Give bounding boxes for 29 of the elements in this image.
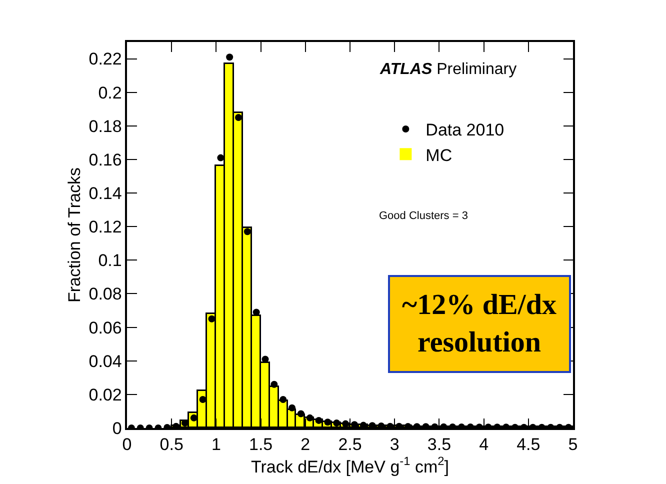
x-tick-label: 4: [479, 435, 489, 454]
y-tick-label: 0.1: [98, 251, 122, 270]
x-tick-label: 0.5: [160, 435, 184, 454]
y-tick-label: 0.08: [88, 284, 122, 304]
y-tick-label: 0.14: [88, 184, 122, 203]
x-axis-title: Track dE/dx [MeV g$^{-1}$ cm$^{2}$]: [251, 454, 449, 476]
y-tick-label: 0.02: [88, 385, 122, 404]
y-tick-label: 0.22: [88, 50, 122, 69]
legend-label: Data 2010: [426, 120, 504, 140]
y-tick-label: 0.16: [88, 150, 122, 170]
x-tick-label: 1.5: [248, 435, 273, 454]
y-tick-label: 0: [112, 418, 122, 438]
annotation: Good Clusters = 3: [379, 210, 468, 222]
y-tick-label: 0.18: [88, 116, 122, 136]
y-axis-title: Fraction of Tracks: [64, 167, 84, 303]
y-tick-label: 0.06: [88, 318, 122, 338]
annotation: ATLAS Preliminary: [379, 61, 517, 78]
x-tick-label: 1: [211, 435, 221, 454]
x-tick-label: 4.5: [516, 435, 540, 454]
x-tick-label: 5: [568, 435, 578, 454]
x-tick-label: 3.5: [427, 435, 452, 454]
x-tick-label: 3: [390, 435, 400, 454]
x-tick-label: 2.5: [338, 435, 362, 454]
y-tick-label: 0.12: [88, 218, 122, 237]
x-tick-label: 2: [300, 435, 310, 454]
y-tick-label: 0.04: [88, 352, 122, 371]
y-tick-label: 0.2: [98, 83, 122, 102]
legend-label: MC: [426, 146, 452, 165]
annotation: ~12% dE/dx resolution: [402, 289, 557, 359]
